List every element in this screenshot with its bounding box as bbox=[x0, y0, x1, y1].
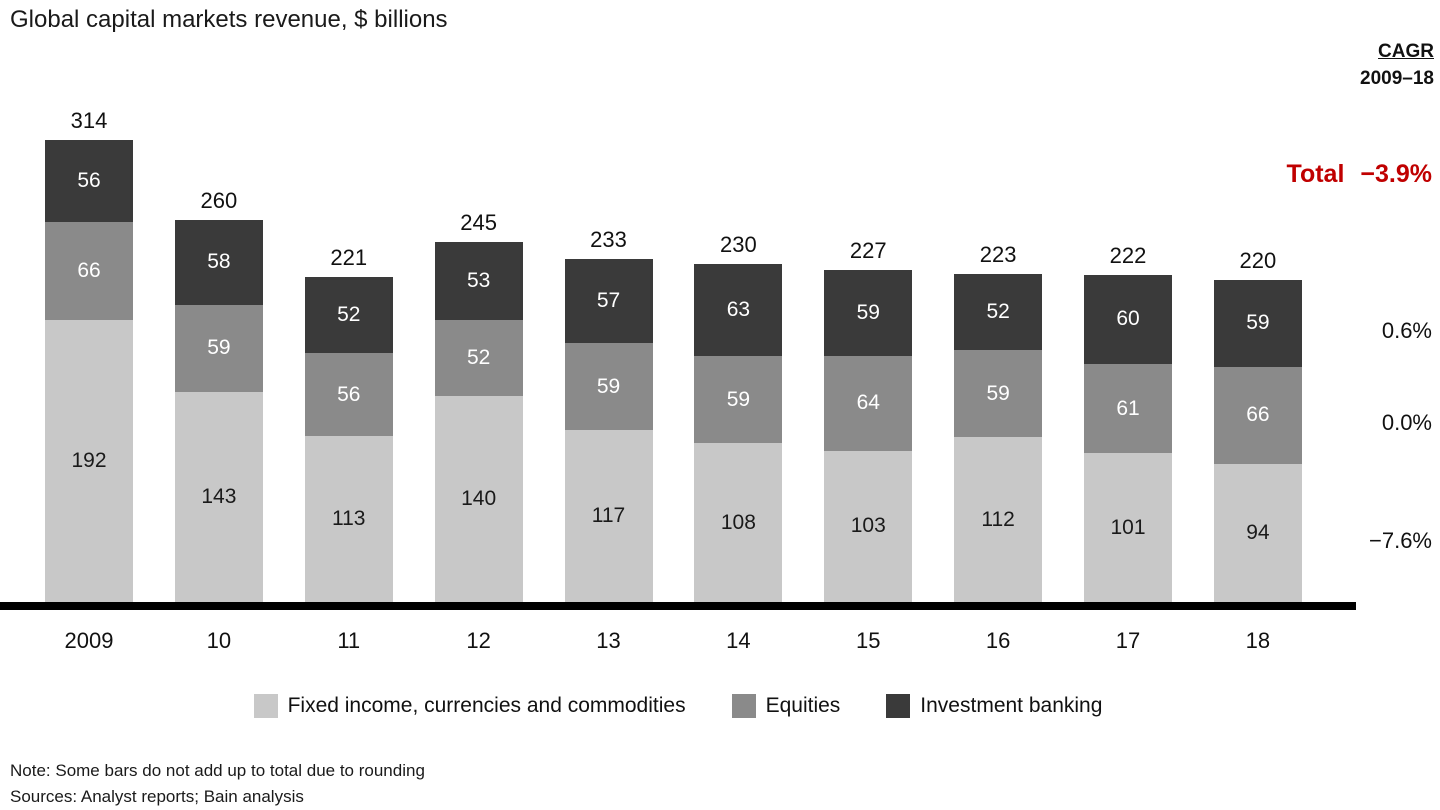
legend-swatch-ficc bbox=[253, 694, 278, 718]
cagr-values-column: 0.6% 0.0% −7.6% bbox=[1312, 0, 1432, 618]
x-axis-label-17: 17 bbox=[1115, 628, 1141, 653]
bar-10: 260 58 59 143 bbox=[174, 187, 263, 602]
x-axis-label-12: 12 bbox=[466, 628, 491, 653]
segment-equities-10: 59 bbox=[174, 304, 263, 392]
segment-equities-15: 64 bbox=[824, 356, 913, 451]
segment-ficc-18: 94 bbox=[1213, 463, 1302, 602]
segment-ib-16: 52 bbox=[954, 273, 1043, 351]
segment-ficc-10: 143 bbox=[174, 391, 263, 602]
segment-equities-13: 59 bbox=[564, 343, 653, 430]
bar-total-label: 223 bbox=[979, 241, 1017, 267]
bar-18: 220 59 66 94 bbox=[1213, 247, 1302, 602]
cagr-header-range: 2009–18 bbox=[1360, 68, 1434, 89]
segment-equities-16: 59 bbox=[954, 350, 1043, 438]
cagr-value-investment-banking: 0.6% bbox=[1381, 318, 1432, 343]
segment-ficc-11: 113 bbox=[304, 435, 393, 602]
legend-swatch-ib bbox=[886, 694, 911, 718]
chart-legend: Fixed income, currencies and commodities… bbox=[0, 694, 1356, 718]
legend-swatch-equities bbox=[731, 694, 756, 718]
bar-total-label: 227 bbox=[849, 237, 887, 263]
segment-ib-13: 57 bbox=[564, 259, 653, 344]
bar-16: 223 52 59 112 bbox=[954, 241, 1043, 602]
segment-ib-10: 58 bbox=[174, 219, 263, 305]
x-axis-label-10: 10 bbox=[206, 628, 232, 653]
bar-17: 222 60 61 101 bbox=[1084, 243, 1172, 602]
x-axis-label-18: 18 bbox=[1245, 628, 1271, 653]
segment-ficc-15: 103 bbox=[824, 450, 913, 602]
cagr-value-equities: 0.0% bbox=[1381, 410, 1432, 435]
cagr-header: CAGR 2009–18 bbox=[1360, 38, 1434, 92]
segment-ficc-16: 112 bbox=[954, 437, 1043, 602]
bar-12: 245 53 52 140 bbox=[434, 209, 523, 602]
bar-total-label: 314 bbox=[70, 108, 108, 134]
total-cagr-value: −3.9% bbox=[1360, 160, 1432, 188]
bar-total-label: 260 bbox=[200, 187, 238, 213]
footnote-sources: Sources: Analyst reports; Bain analysis bbox=[10, 787, 304, 806]
legend-label-equities: Equities bbox=[765, 694, 841, 717]
segment-ib-2009: 56 bbox=[45, 140, 133, 223]
x-axis-label-2009: 2009 bbox=[64, 628, 114, 653]
bar-total-label: 221 bbox=[330, 244, 368, 270]
segment-ib-11: 52 bbox=[304, 276, 393, 354]
segment-ficc-12: 140 bbox=[434, 396, 523, 602]
footnote-rounding: Note: Some bars do not add up to total d… bbox=[10, 761, 425, 780]
segment-ib-17: 60 bbox=[1084, 275, 1172, 364]
bar-15: 227 59 64 103 bbox=[824, 237, 913, 602]
segment-equities-12: 52 bbox=[434, 319, 523, 396]
bar-2009: 314 56 66 192 bbox=[45, 108, 133, 602]
x-axis-label-15: 15 bbox=[856, 628, 881, 653]
segment-equities-17: 61 bbox=[1084, 363, 1172, 454]
bar-total-label: 230 bbox=[720, 231, 757, 257]
segment-ficc-14: 108 bbox=[694, 443, 783, 602]
segment-ficc-13: 117 bbox=[564, 429, 653, 602]
cagr-value-fixed-income-currencies-and-commodities: −7.6% bbox=[1369, 528, 1432, 553]
segment-equities-14: 59 bbox=[694, 356, 783, 444]
chart-title: Global capital markets revenue, $ billio… bbox=[10, 6, 448, 33]
segment-ib-14: 63 bbox=[694, 263, 783, 357]
bar-14: 230 63 59 108 bbox=[694, 231, 783, 602]
x-axis-label-14: 14 bbox=[726, 628, 751, 653]
segment-ib-18: 59 bbox=[1213, 279, 1302, 367]
segment-ficc-17: 101 bbox=[1084, 453, 1172, 602]
segment-equities-18: 66 bbox=[1213, 366, 1302, 464]
total-cagr-label: Total bbox=[1286, 160, 1345, 188]
segment-equities-11: 56 bbox=[304, 353, 393, 436]
cagr-header-label: CAGR bbox=[1378, 41, 1434, 62]
bar-total-label: 222 bbox=[1109, 243, 1147, 269]
legend-label-ib: Investment banking bbox=[920, 694, 1103, 717]
x-axis-label-11: 11 bbox=[337, 628, 361, 653]
bar-13: 233 57 59 117 bbox=[564, 227, 653, 602]
segment-ib-15: 59 bbox=[824, 269, 913, 357]
legend-item-ib: Investment banking bbox=[886, 694, 1102, 718]
stacked-bar-chart: 314 56 66 192 260 58 59 143 221 52 56 113 245 53 52 140… bbox=[0, 108, 1356, 610]
total-cagr: Total −3.9% bbox=[1287, 160, 1432, 189]
segment-equities-2009: 66 bbox=[45, 222, 133, 320]
x-axis-label-13: 13 bbox=[596, 628, 621, 653]
footnotes: Note: Some bars do not add up to total d… bbox=[10, 758, 425, 810]
legend-item-ficc: Fixed income, currencies and commodities bbox=[253, 694, 686, 718]
bar-total-label: 233 bbox=[590, 227, 627, 253]
segment-ficc-2009: 192 bbox=[45, 319, 133, 602]
bar-total-label: 245 bbox=[460, 209, 497, 235]
x-axis-label-16: 16 bbox=[985, 628, 1011, 653]
legend-item-equities: Equities bbox=[731, 694, 841, 718]
legend-label-ficc: Fixed income, currencies and commodities bbox=[287, 694, 686, 717]
bar-total-label: 220 bbox=[1239, 247, 1277, 273]
x-axis-labels: 2009 10 11 12 13 14 15 16 17 18 bbox=[0, 628, 1356, 654]
segment-ib-12: 53 bbox=[434, 241, 523, 320]
bar-11: 221 52 56 113 bbox=[304, 244, 393, 602]
